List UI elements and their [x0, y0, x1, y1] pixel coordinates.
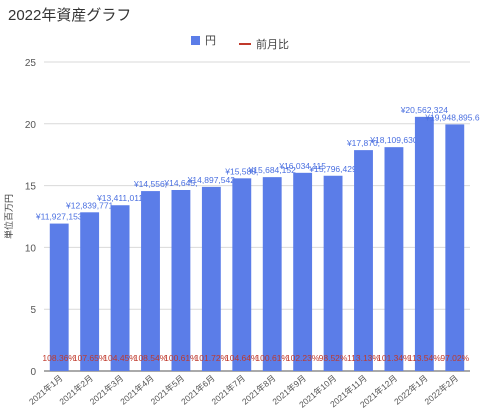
- legend-item-bar: 円: [190, 32, 216, 48]
- pct-label: 102.23%: [286, 353, 320, 363]
- y-axis-title: 単位百万円: [3, 194, 14, 239]
- y-tick-label: 5: [30, 305, 36, 316]
- bar-value-label: ¥13,411,011: [96, 193, 143, 203]
- legend-swatch-line: [239, 42, 252, 45]
- legend-item-line: 前月比: [239, 36, 289, 52]
- pct-label: 101.34%: [377, 353, 411, 363]
- y-tick-label: 25: [25, 58, 37, 69]
- bar-value-label: ¥12,839,771: [65, 200, 114, 210]
- legend-label-bar: 円: [204, 35, 216, 47]
- pct-label: 100.61%: [255, 353, 289, 363]
- bar-value-label: ¥14,645,: [163, 178, 197, 188]
- bar: [384, 147, 404, 371]
- y-tick-label: 0: [30, 367, 36, 378]
- pct-label: 98.52%: [319, 353, 348, 363]
- pct-label: 100.61%: [164, 353, 198, 363]
- y-tick-label: 15: [25, 182, 37, 193]
- pct-label: 108.54%: [134, 353, 168, 363]
- y-tick-label: 10: [25, 243, 37, 254]
- bar-value-label: ¥17,870,: [346, 138, 380, 148]
- bar: [49, 223, 69, 371]
- bar-value-label: ¥14,897,542: [187, 175, 236, 185]
- bar-value-label: ¥15,684,152: [248, 165, 297, 175]
- bar: [354, 150, 373, 371]
- pct-label: 108.36%: [42, 353, 76, 363]
- bar-value-label: ¥16,034,115: [278, 161, 326, 171]
- bar: [232, 178, 252, 371]
- bar-value-label: ¥20,562,324: [400, 105, 449, 115]
- pct-label: 113.54%: [408, 353, 441, 363]
- bar-value-label: ¥11,927,153: [35, 212, 83, 222]
- bar: [323, 175, 343, 371]
- y-tick-label: 20: [25, 120, 37, 131]
- bar: [171, 189, 191, 371]
- chart-title: 2022年資産グラフ: [8, 7, 132, 24]
- bar-value-label: ¥15,796,429: [308, 164, 357, 174]
- bar: [141, 191, 160, 371]
- pct-label: 104.64%: [225, 353, 259, 363]
- x-tick-label: 2022年2月: [423, 373, 461, 407]
- bar: [201, 186, 221, 371]
- pct-label: 97.02%: [440, 353, 469, 363]
- bar: [293, 172, 313, 371]
- bar-value-label: ¥19,948,895.61: [424, 112, 480, 122]
- bar: [414, 116, 434, 372]
- legend-swatch-bar: [190, 35, 200, 45]
- legend-label-line: 前月比: [256, 38, 290, 51]
- bar-value-label: ¥15,588,: [224, 166, 258, 176]
- bar: [445, 124, 465, 372]
- bar: [80, 212, 100, 371]
- bar: [262, 177, 282, 371]
- bar-value-label: ¥18,109,630: [369, 135, 418, 145]
- pct-label: 113.13%: [347, 353, 380, 363]
- bar-value-label: ¥14,556,: [133, 179, 167, 189]
- pct-label: 104.45%: [103, 353, 137, 363]
- pct-label: 101.72%: [195, 353, 229, 363]
- bar: [110, 205, 130, 371]
- pct-label: 107.65%: [73, 353, 107, 363]
- legend: 円 前月比: [0, 32, 480, 52]
